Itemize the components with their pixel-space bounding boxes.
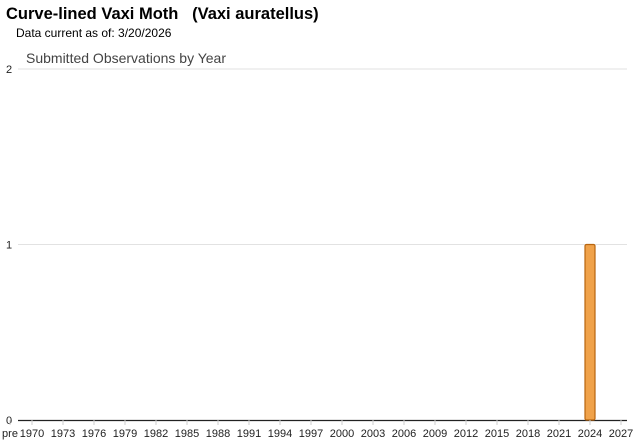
x-tick-label: 1991 (237, 428, 261, 440)
x-tick-label: 2024 (578, 428, 602, 440)
x-tick-label: 1985 (175, 428, 199, 440)
x-tick-label: 1976 (82, 428, 106, 440)
x-tick-label: 2000 (330, 428, 354, 440)
x-tick-label: 1982 (144, 428, 168, 440)
chart-title: Submitted Observations by Year (26, 50, 226, 66)
x-tick-label: 1970 (20, 428, 44, 440)
x-tick-label: 2027 (609, 428, 633, 440)
x-tick-label: 2003 (361, 428, 385, 440)
y-tick-label: 1 (6, 240, 12, 252)
x-tick-label: 2018 (516, 428, 540, 440)
y-tick-label: 2 (6, 64, 12, 76)
x-tick-label: 2012 (454, 428, 478, 440)
species-title: Curve-lined Vaxi Moth (Vaxi auratellus) (6, 5, 319, 23)
x-tick-label: 2015 (485, 428, 509, 440)
x-tick-label: 2021 (547, 428, 571, 440)
x-tick-label: 2009 (423, 428, 447, 440)
x-tick-label: 1997 (299, 428, 323, 440)
x-tick-label: 1973 (51, 428, 75, 440)
y-tick-label: 0 (6, 415, 12, 427)
bar-2024 (584, 243, 596, 421)
x-tick-label: 1979 (113, 428, 137, 440)
x-tick-label: 2006 (392, 428, 416, 440)
data-current-date: Data current as of: 3/20/2026 (16, 26, 172, 40)
x-tick-label: pre (2, 428, 18, 440)
x-tick-label: 1988 (206, 428, 230, 440)
x-tick-label: 1994 (268, 428, 292, 440)
